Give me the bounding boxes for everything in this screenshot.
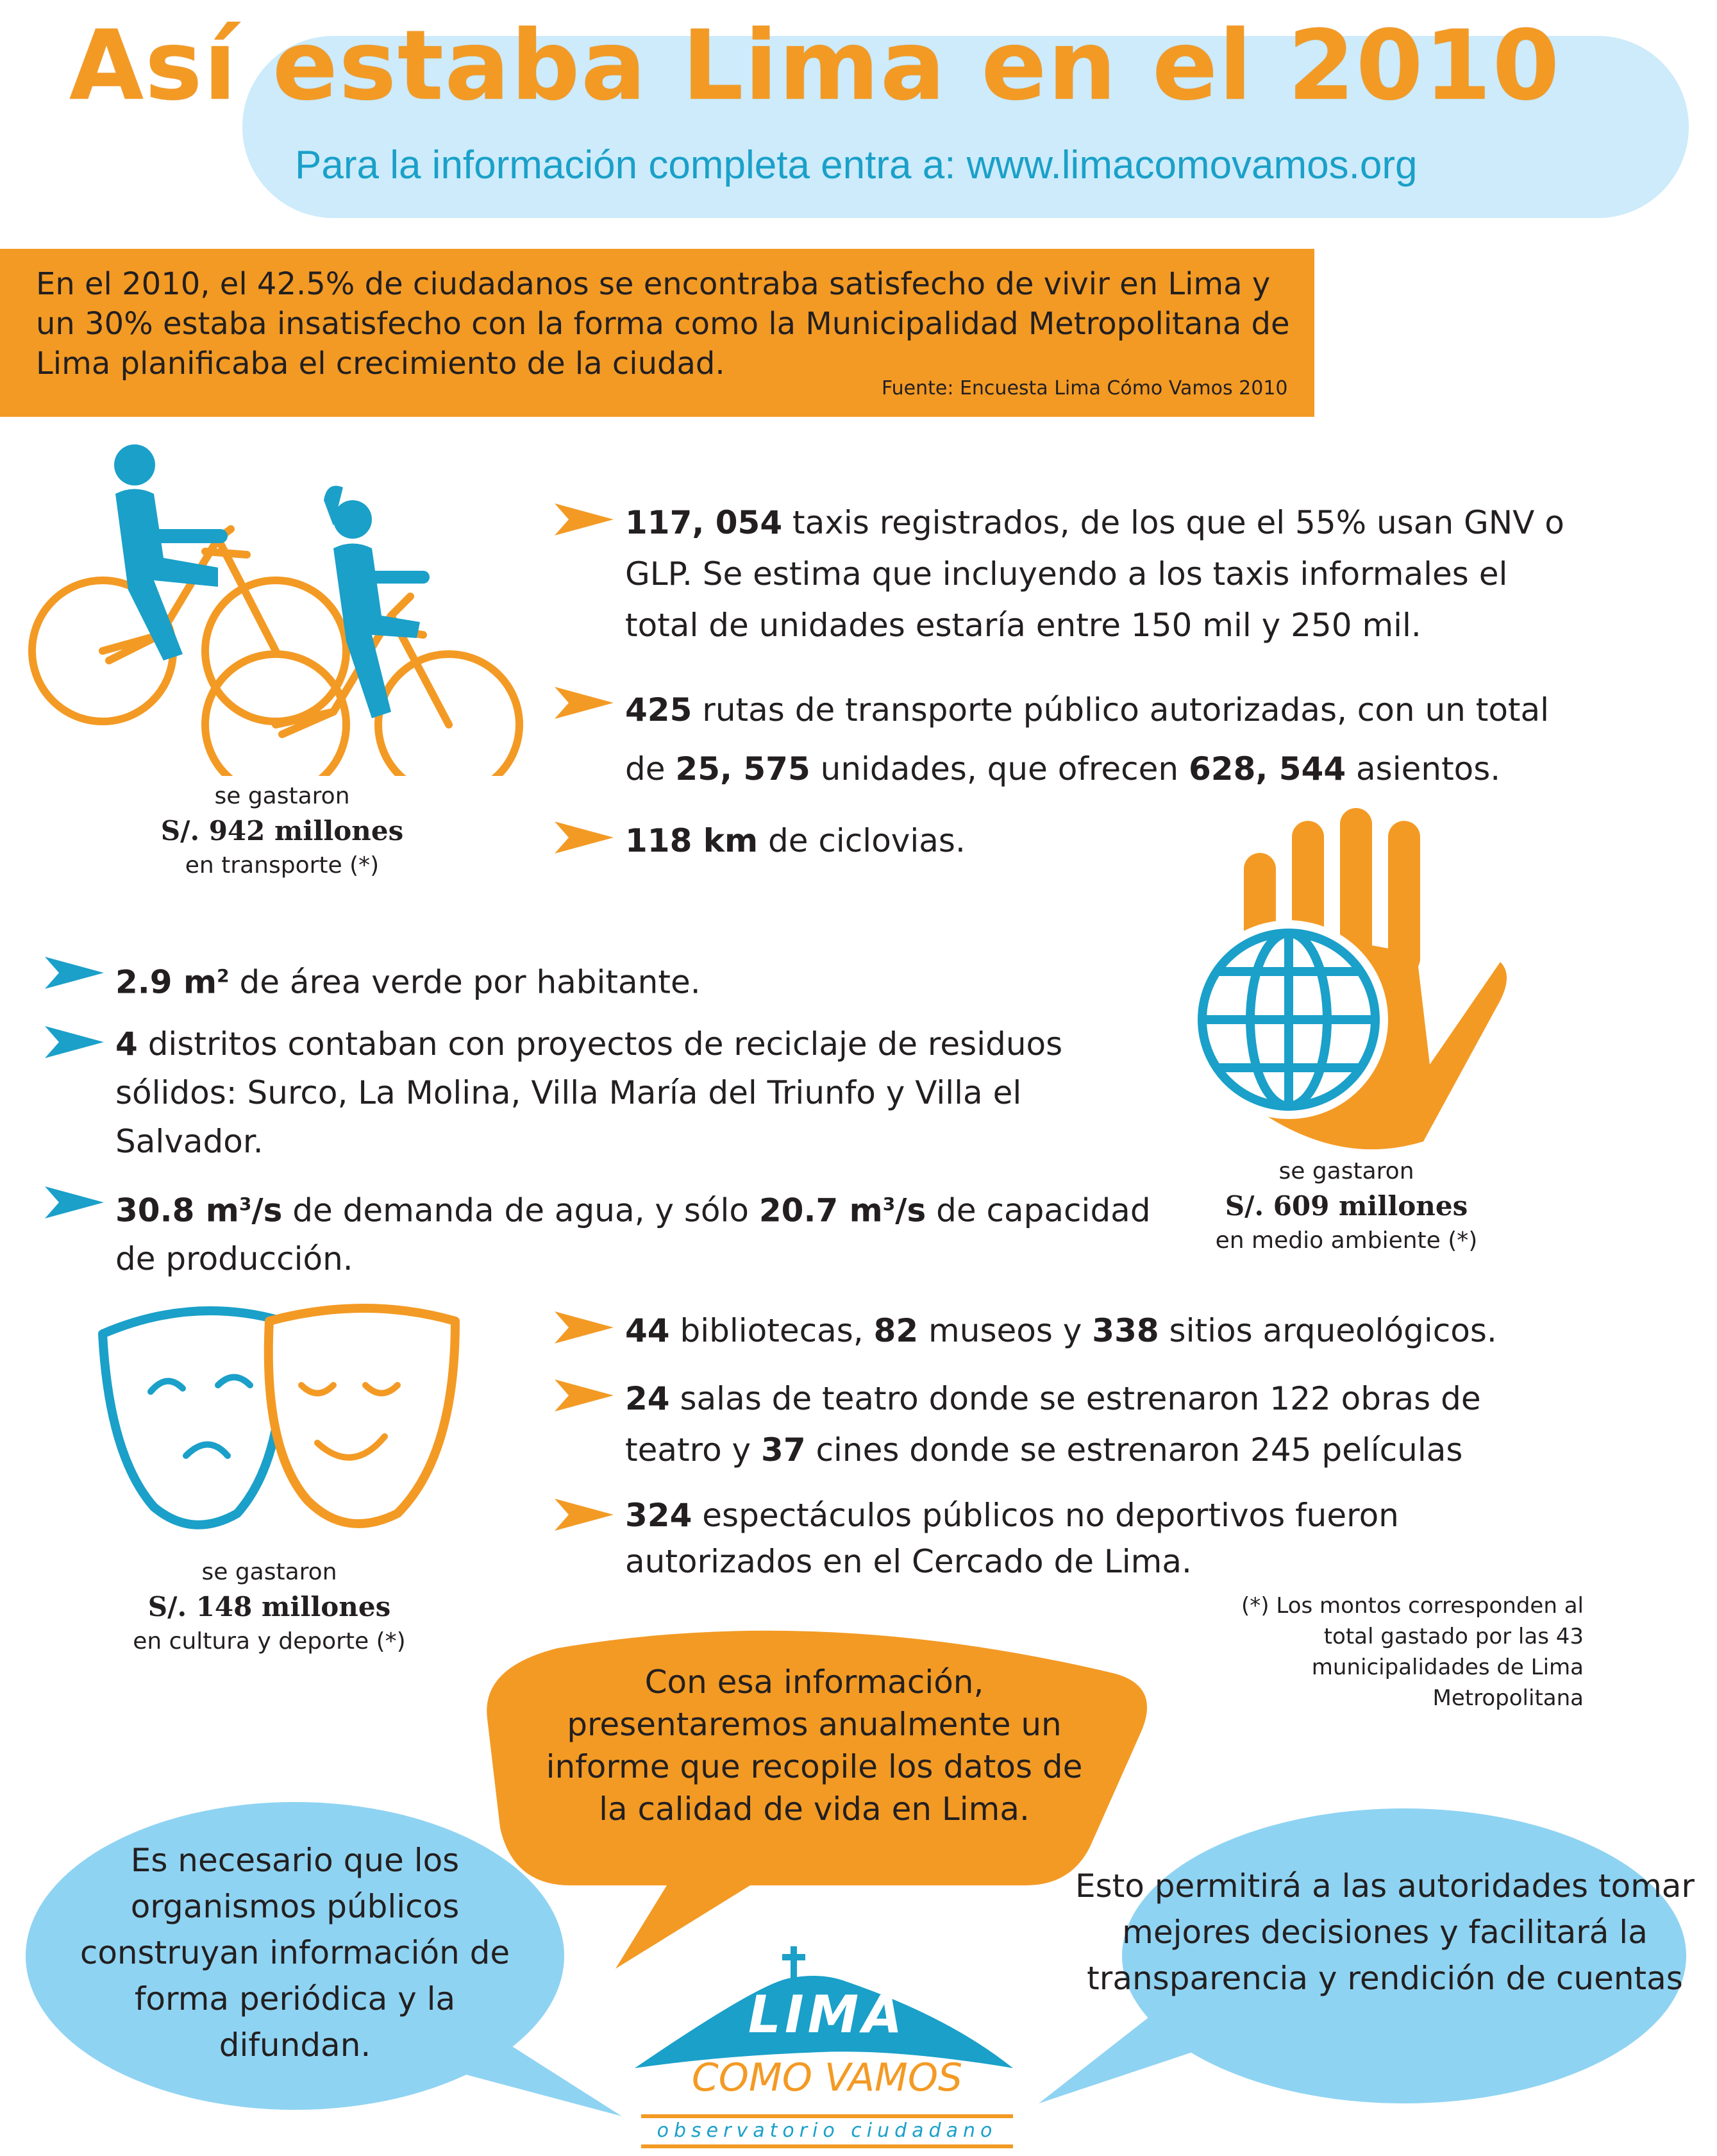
list-item: 118 km de ciclovias.	[555, 815, 1580, 866]
bullet-arrow-icon	[555, 821, 614, 854]
list-item: 324 espectáculos públicos no deportivos …	[555, 1492, 1580, 1585]
globe-hand-icon	[1180, 808, 1513, 1167]
caption-amount: S/. 942 millones	[160, 815, 404, 846]
bullet-arrow-icon	[555, 503, 614, 535]
caption-amount: S/. 148 millones	[147, 1591, 391, 1622]
bullet-arrow-icon	[45, 1025, 104, 1058]
transport-list: 117, 054 taxis registrados, de los que e…	[555, 497, 1580, 866]
list-item: 4 distritos contaban con proyectos de re…	[45, 1020, 1173, 1166]
culture-list: 44 bibliotecas, 82 museos y 338 sitios a…	[555, 1305, 1580, 1585]
bicycle-riders-icon	[26, 442, 539, 776]
right-bubble-text: Esto permitirá a las autoridades tomar m…	[1075, 1867, 1695, 1997]
caption-line: se gastaron	[1278, 1158, 1414, 1184]
subtitle-link-text[interactable]: Para la información completa entra a: ww…	[295, 143, 1418, 187]
bullet-arrow-icon	[45, 1186, 104, 1218]
bullet-arrow-icon	[555, 1379, 614, 1411]
right-speech-bubble	[1013, 1796, 1699, 2129]
caption-line: en cultura y deporte (*)	[133, 1628, 406, 1655]
header-bubble	[242, 36, 1689, 218]
intro-source: Fuente: Encuesta Lima Cómo Vamos 2010	[882, 377, 1288, 400]
caption-line: se gastaron	[214, 783, 350, 809]
caption-amount: S/. 609 millones	[1225, 1190, 1468, 1222]
list-item: 2.9 m2 de área verde por habitante.	[45, 950, 1173, 1008]
intro-text: En el 2010, el 42.5% de ciudadanos se en…	[36, 266, 1290, 382]
transport-caption: se gastaron S/. 942 millones en transpor…	[103, 779, 462, 883]
culture-caption: se gastaron S/. 148 millones en cultura …	[90, 1555, 449, 1659]
lima-como-vamos-logo: LIMA COMO VAMOS observatorio ciudadano	[628, 1946, 1026, 2152]
left-bubble-text: Es necesario que los organismos públicos…	[80, 1842, 510, 2064]
theater-masks-icon	[96, 1295, 468, 1545]
center-speech-bubble	[474, 1616, 1167, 1975]
environment-list: 2.9 m2 de área verde por habitante. 4 di…	[45, 950, 1173, 1283]
bullet-arrow-icon	[555, 1499, 614, 1531]
bullet-arrow-icon	[555, 1311, 614, 1343]
bullet-arrow-icon	[555, 687, 614, 719]
list-item: 425 rutas de transporte público autoriza…	[555, 680, 1580, 798]
caption-line: en transporte (*)	[185, 852, 380, 879]
footnote: (*) Los montos corresponden al total gas…	[1241, 1593, 1584, 1711]
logo-tagline: observatorio ciudadano	[657, 2119, 998, 2142]
left-speech-bubble	[19, 1796, 635, 2129]
environment-caption: se gastaron S/. 609 millones en medio am…	[1154, 1154, 1539, 1258]
list-item: 30.8 m3/s de demanda de agua, y sólo 20.…	[45, 1180, 1173, 1284]
intro-box	[0, 249, 1314, 417]
list-item: 24 salas de teatro donde se estrenaron 1…	[555, 1373, 1580, 1476]
list-item: 44 bibliotecas, 82 museos y 338 sitios a…	[555, 1305, 1580, 1356]
bullet-arrow-icon	[45, 957, 104, 989]
list-item: 117, 054 taxis registrados, de los que e…	[555, 497, 1580, 651]
logo-subtitle: COMO VAMOS	[691, 2055, 963, 2100]
caption-line: se gastaron	[201, 1559, 337, 1585]
caption-line: en medio ambiente (*)	[1215, 1227, 1478, 1254]
logo-title: LIMA	[748, 1985, 907, 2044]
page-title: Así estaba Lima en el 2010	[69, 10, 1561, 122]
center-bubble-text: Con esa información, presentaremos anual…	[546, 1663, 1083, 1828]
